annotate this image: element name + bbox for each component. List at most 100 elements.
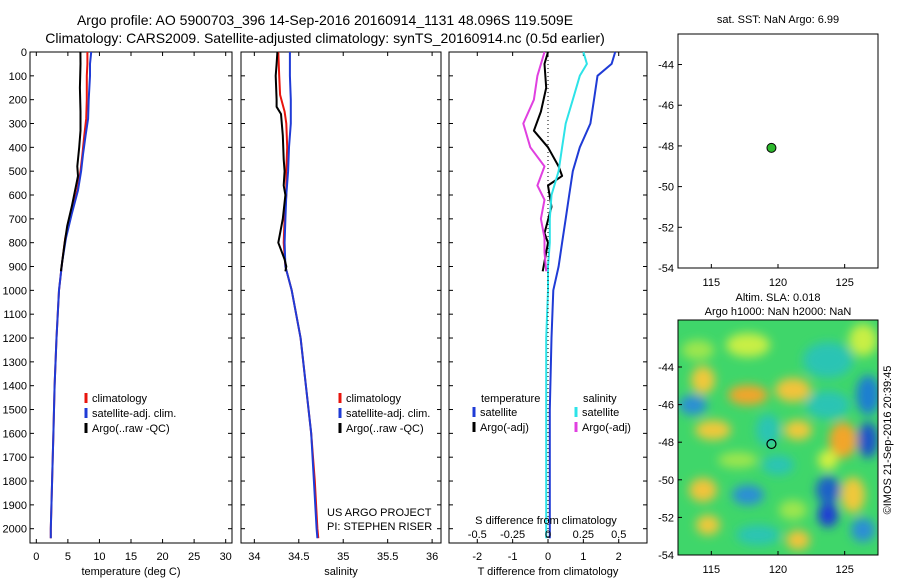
- sla-anomaly-17: [689, 478, 717, 502]
- temperature-series-2: [59, 51, 82, 272]
- sst-ytick-label-1: -46: [658, 100, 674, 112]
- depth-tick-label-8: 800: [9, 238, 27, 250]
- sst-ytick-label-4: -52: [658, 222, 674, 234]
- salinity-xtick-label-1: 34.5: [288, 551, 309, 563]
- sla-anomaly-19: [816, 476, 840, 504]
- sla-anomaly-24: [696, 515, 720, 535]
- difference-legend-title-salinity: salinity: [583, 393, 617, 405]
- sla-anomaly-15: [718, 452, 758, 468]
- sla-anomaly-25: [736, 525, 780, 545]
- salinity-legend-item-1: satellite-adj. clim.: [346, 408, 430, 420]
- pi-annotation: PI: STEPHEN RISER: [327, 521, 432, 533]
- figure-title-line-1: Argo profile: AO 5900703_396 14-Sep-2016…: [76, 12, 574, 28]
- depth-tick-label-19: 1900: [3, 500, 27, 512]
- sst-xtick-label-2: 125: [835, 277, 853, 289]
- difference-series-3: [522, 51, 548, 272]
- temperature-plot-area: [29, 51, 233, 544]
- sla-anomaly-27: [818, 450, 838, 470]
- temperature-xtick-label-2: 10: [93, 551, 105, 563]
- sla-xtick-label-2: 125: [835, 564, 853, 576]
- salinity-xtick-label-0: 34: [248, 551, 260, 563]
- depth-tick-label-16: 1600: [3, 428, 27, 440]
- difference-xtick-label-1: -1: [508, 551, 518, 563]
- depth-tick-label-12: 1200: [3, 333, 27, 345]
- salinity-xtick-label-4: 36: [426, 551, 438, 563]
- depth-tick-label-15: 1500: [3, 405, 27, 417]
- difference-legend-item-3: Argo(-adj): [582, 422, 631, 434]
- difference-series-1: [532, 51, 564, 272]
- sla-blobs: [679, 324, 878, 550]
- depth-tick-label-3: 300: [9, 119, 27, 131]
- sla-anomaly-11: [756, 414, 780, 446]
- sla-ytick-label-2: -48: [658, 437, 674, 449]
- difference-s-tick-label-3: 0.25: [573, 529, 594, 541]
- depth-tick-label-11: 1100: [3, 309, 27, 321]
- sst-ytick-label-0: -44: [658, 60, 674, 72]
- sla-ytick-label-0: -44: [658, 362, 674, 374]
- sst-ytick-label-5: -54: [658, 263, 674, 275]
- difference-xtick-label-2: 0: [545, 551, 551, 563]
- depth-tick-label-5: 500: [9, 166, 27, 178]
- sla-anomaly-14: [858, 422, 878, 458]
- sla-anomaly-6: [775, 378, 811, 402]
- sst-panel-title: sat. SST: NaN Argo: 6.99: [716, 14, 840, 26]
- salinity-legend-item-2: Argo(..raw -QC): [346, 423, 424, 435]
- salinity-legend-item-0: climatology: [346, 393, 402, 405]
- depth-tick-label-6: 600: [9, 190, 27, 202]
- salinity-xlabel: salinity: [324, 566, 358, 578]
- sla-anomaly-1: [726, 333, 770, 357]
- sst-xtick-label-0: 115: [703, 277, 721, 289]
- salinity-series-1: [283, 52, 319, 539]
- sla-float-marker-0: [766, 438, 777, 450]
- sla-anomaly-0: [682, 340, 714, 360]
- sla-anomaly-10: [695, 420, 731, 440]
- temperature-xtick-label-3: 15: [125, 551, 137, 563]
- temperature-legend-item-1: satellite-adj. clim.: [92, 408, 176, 420]
- sla-ytick-label-5: -54: [658, 550, 674, 562]
- temperature-series-1: [49, 51, 93, 539]
- figure-title-line-2: Climatology: CARS2009. Satellite-adjuste…: [45, 30, 605, 46]
- depth-tick-label-20: 2000: [3, 524, 27, 536]
- salinity-xtick-label-3: 35.5: [377, 551, 398, 563]
- sla-anomaly-16: [762, 455, 794, 475]
- sla-anomaly-8: [806, 391, 850, 419]
- sst-xtick-label-1: 120: [769, 277, 787, 289]
- temperature-legend-item-2: Argo(..raw -QC): [92, 423, 170, 435]
- sla-anomaly-26: [786, 530, 810, 550]
- temperature-xtick-label-6: 30: [220, 551, 232, 563]
- difference-s-tick-label-2: 0: [545, 529, 551, 541]
- difference-s-tick-label-0: -0.5: [468, 529, 487, 541]
- depth-tick-label-14: 1400: [3, 381, 27, 393]
- sla-ytick-label-1: -46: [658, 400, 674, 412]
- sla-anomaly-20: [841, 477, 865, 513]
- depth-tick-label-7: 700: [9, 214, 27, 226]
- sla-panel-title-2: Argo h1000: NaN h2000: NaN: [704, 306, 852, 318]
- difference-xlabel: T difference from climatology: [478, 566, 619, 578]
- sla-heatmap-field: [678, 320, 878, 555]
- sla-anomaly-4: [691, 366, 715, 394]
- sla-anomaly-9: [856, 375, 878, 415]
- difference-xtick-label-4: 2: [616, 551, 622, 563]
- imos-credit: ©IMOS 21-Sep-2016 20:39:45: [882, 366, 894, 515]
- sla-xtick-label-1: 120: [769, 564, 787, 576]
- difference-legend-item-0: satellite: [480, 407, 517, 419]
- depth-tick-label-13: 1300: [3, 357, 27, 369]
- sst-ytick-label-2: -48: [658, 141, 674, 153]
- sla-anomaly-23: [851, 518, 875, 542]
- difference-legend-item-2: satellite: [582, 407, 619, 419]
- depth-tick-label-0: 0: [21, 47, 27, 59]
- depth-tick-label-18: 1800: [3, 476, 27, 488]
- sla-anomaly-13: [829, 422, 857, 458]
- difference-xtick-label-0: -2: [472, 551, 482, 563]
- sla-anomaly-7: [679, 395, 707, 415]
- difference-s-tick-label-4: 0.5: [611, 529, 626, 541]
- temperature-legend-item-0: climatology: [92, 393, 148, 405]
- depth-tick-label-4: 400: [9, 142, 27, 154]
- difference-s-axis-label: S difference from climatology: [475, 515, 617, 527]
- difference-legend-item-1: Argo(-adj): [480, 422, 529, 434]
- depth-tick-label-10: 1000: [3, 285, 27, 297]
- depth-tick-label-1: 100: [9, 71, 27, 83]
- sla-anomaly-5: [728, 385, 768, 405]
- sst-ytick-label-3: -50: [658, 182, 674, 194]
